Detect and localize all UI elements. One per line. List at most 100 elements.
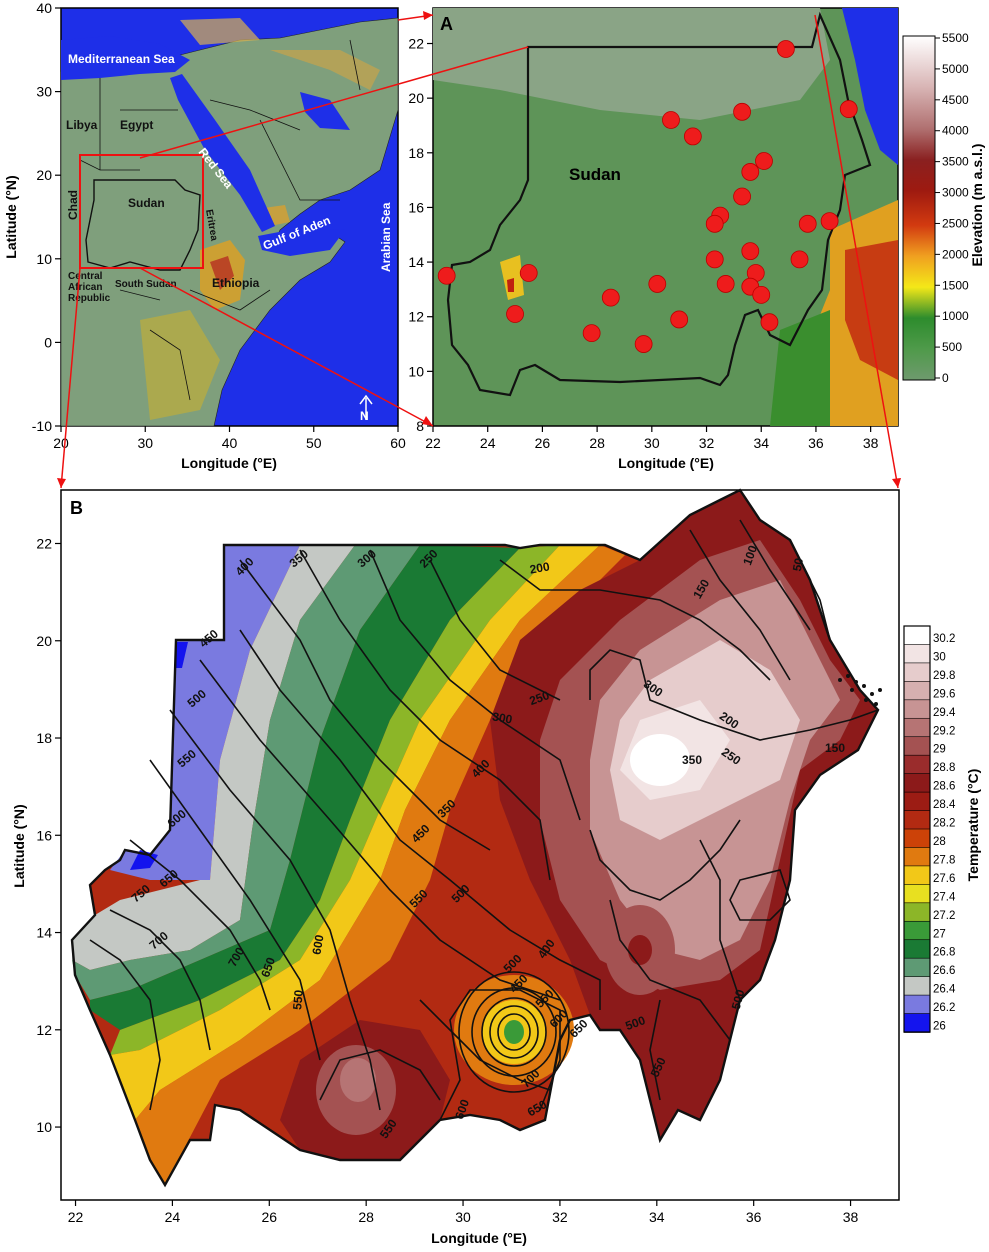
y-tick-label: 40: [36, 0, 52, 16]
temperature-tick-label: 28.6: [933, 781, 955, 793]
y-tick-label: 12: [408, 309, 424, 325]
panel-a-y-ticks: 22 20 18 16 14 12 10 8: [408, 36, 433, 434]
elevation-tick-label: 2000: [942, 247, 969, 261]
y-tick-label: 18: [408, 145, 424, 161]
x-tick-label: 26: [535, 435, 551, 451]
station-marker: [662, 111, 680, 129]
y-tick-label: 30: [36, 84, 52, 100]
panel-a-terrain-north: [433, 8, 830, 120]
temperature-swatch: [903, 736, 931, 756]
temperature-colorbar-frame: [903, 625, 931, 1033]
contour-label: 200: [529, 559, 551, 576]
x-tick-label: 36: [808, 435, 824, 451]
station-marker: [798, 214, 817, 233]
overview-gulf-of-aden: [258, 228, 345, 256]
contour-rings: [458, 971, 570, 1093]
contour-label: 250: [528, 688, 552, 708]
label-libya: Libya: [66, 118, 98, 132]
x-tick-label: 24: [165, 1209, 181, 1225]
station-marker: [755, 152, 773, 170]
x-tick-label: 28: [358, 1209, 374, 1225]
temperature-legend: 30.2 30 29.8 29.6 29.4 29.2 29 28.8 28.6 28.4 28.2…: [903, 625, 981, 1033]
overview-red-sea: [170, 74, 275, 232]
contour-label: 550: [290, 989, 306, 1010]
station-marker: [776, 40, 795, 58]
panel-b-ylabel: Latitude (°N): [11, 804, 27, 887]
x-tick-label: 26: [261, 1209, 277, 1225]
contour-label: 600: [309, 933, 326, 955]
temperature-swatch: [903, 976, 931, 996]
temperature-tick-label: 26.4: [933, 984, 956, 996]
temp-band-27: [90, 545, 520, 1030]
overview-ylabel: Latitude (°N): [3, 175, 19, 258]
temperature-swatch: [903, 828, 931, 849]
panel-a-highlands-red: [845, 240, 898, 380]
station-marker: [741, 163, 760, 181]
elevation-tick-label: 3500: [942, 155, 969, 169]
contour-label: 300: [491, 709, 513, 726]
panel-a-red-sea: [842, 8, 898, 165]
temperature-swatch: [903, 939, 931, 959]
station-marker: [741, 242, 760, 261]
y-tick-label: 10: [408, 363, 424, 379]
panel-b-letter: B: [70, 498, 83, 518]
overview-east-africa: [140, 310, 220, 420]
temperature-swatch: [903, 754, 931, 775]
y-tick-label: 16: [408, 199, 424, 215]
temp-band-278: [135, 545, 625, 1185]
temperature-tick-label: 27.6: [933, 873, 955, 885]
station-marker: [790, 250, 809, 269]
temp-band-26: [176, 642, 188, 668]
panel-b-y-ticks: 22 20 18 16 14 12 10: [36, 535, 61, 1135]
temp-cool-spot-core: [504, 1020, 524, 1044]
temperature-tick-label: 26: [933, 1021, 946, 1033]
label-car-2: African: [68, 282, 102, 293]
label-sudan: Sudan: [128, 196, 165, 210]
contour-lines: [89, 519, 879, 1121]
connector-arrowheads: [57, 11, 901, 488]
contour-label: 500: [624, 1013, 648, 1033]
y-tick-label: 10: [36, 1119, 52, 1135]
panel-a-x-ticks: 22 24 26 28 30 32 34 36 38: [425, 426, 879, 451]
svg-text:N: N: [360, 409, 369, 423]
temperature-tick-label: 29: [933, 744, 946, 756]
temperature-tick-label: 29.2: [933, 725, 955, 737]
y-tick-label: 18: [36, 730, 52, 746]
label-south-sudan: South Sudan: [115, 279, 177, 290]
y-tick-label: 22: [36, 535, 52, 551]
overview-xlabel: Longitude (°E): [181, 455, 277, 471]
elevation-colorbar: [902, 35, 936, 381]
station-marker: [437, 266, 456, 285]
elevation-tick-label: 3000: [942, 186, 969, 200]
temperature-swatch: [903, 810, 931, 830]
station-marker: [648, 275, 667, 293]
label-car-1: Central: [68, 271, 103, 282]
overview-persian-gulf: [300, 92, 350, 130]
y-tick-label: 20: [36, 633, 52, 649]
elevation-tick-label: 1000: [942, 309, 969, 323]
panel-a-highlands-green: [770, 310, 830, 426]
x-tick-label: 38: [843, 1209, 859, 1225]
y-tick-label: 22: [408, 36, 424, 52]
temperature-swatch: [903, 791, 931, 812]
elevation-tick-label: 4000: [942, 124, 969, 138]
elevation-legend: 5500500045004000350030002500200015001000…: [902, 31, 985, 385]
contour-label: 350: [682, 753, 702, 767]
overview-x-ticks: 20 30 40 50 60: [53, 426, 406, 451]
x-tick-label: 20: [53, 435, 69, 451]
panel-a-stations: [437, 40, 858, 353]
elevation-ticks: 5500500045004000350030002500200015001000…: [935, 31, 969, 385]
temperature-swatch: [903, 847, 931, 867]
y-tick-label: -10: [32, 418, 52, 434]
overview-y-ticks: 40 30 20 10 0 -10: [32, 0, 61, 434]
x-tick-label: 30: [644, 435, 660, 451]
x-tick-label: 24: [480, 435, 496, 451]
panel-a-sudan-border: [446, 11, 872, 397]
temp-hot-blob: [628, 935, 652, 965]
station-marker: [752, 285, 771, 304]
station-marker: [670, 310, 689, 329]
station-marker: [733, 102, 751, 121]
temp-band-302: [630, 734, 690, 786]
temperature-swatch: [903, 994, 931, 1015]
